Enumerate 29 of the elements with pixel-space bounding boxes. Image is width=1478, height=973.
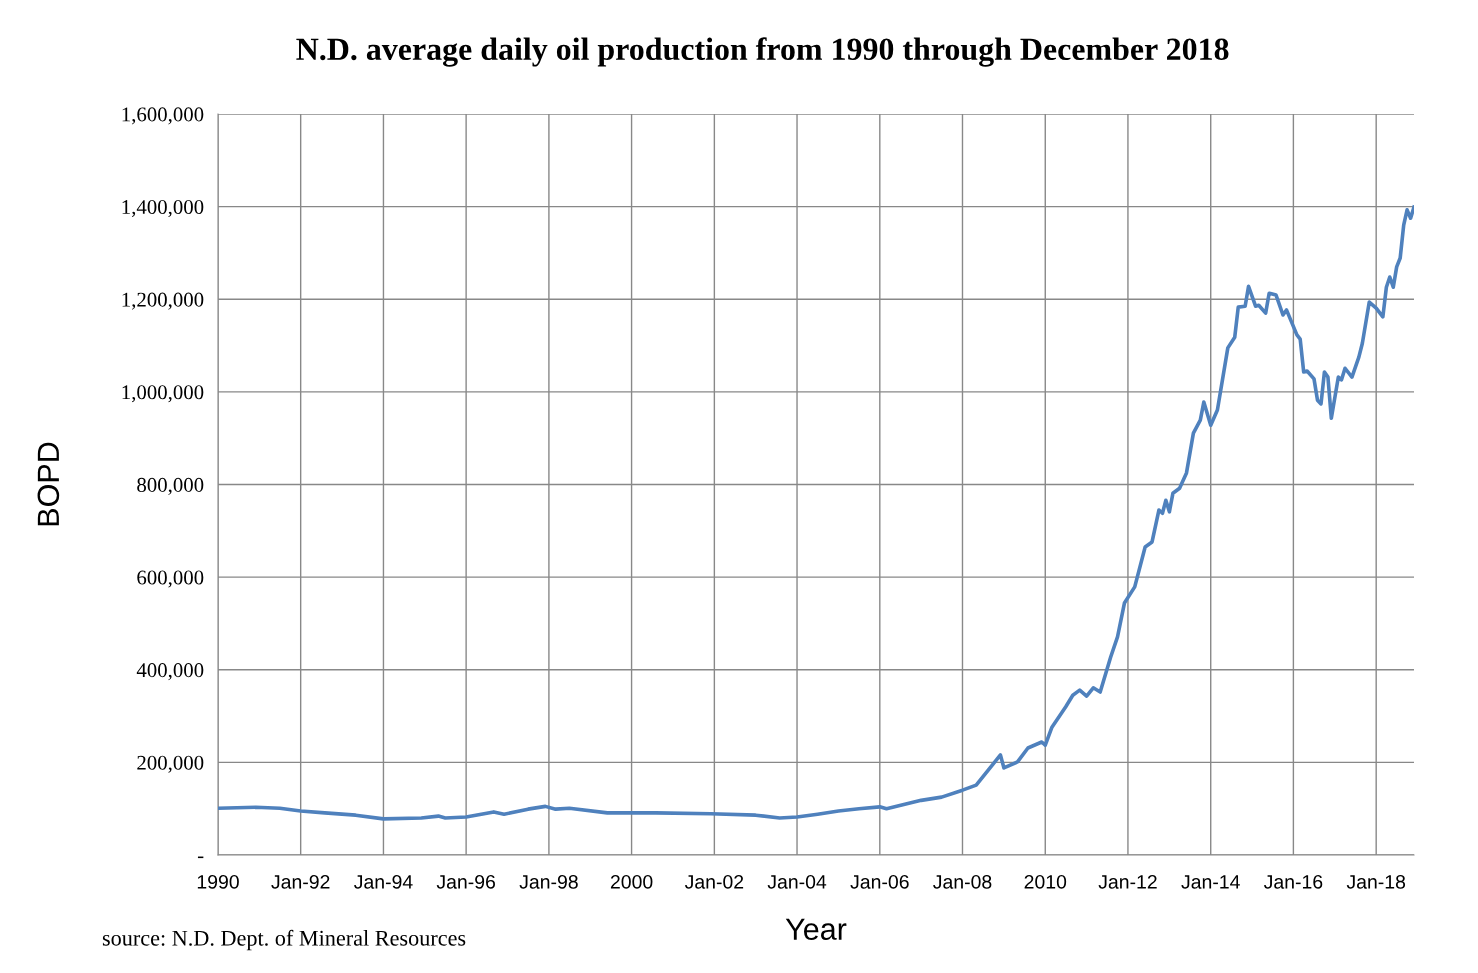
y-tick-label: - [197, 856, 204, 859]
y-tick-label: 800,000 [137, 477, 204, 495]
y-tick-label: 1,600,000 [122, 107, 204, 125]
chart-title: N.D. average daily oil production from 1990 through December 2018 [296, 37, 1229, 67]
y-axis-title: BOPD [37, 442, 60, 526]
line-series [218, 205, 1414, 821]
x-tick-label: Jan-16 [1263, 874, 1323, 889]
y-tick-label: 200,000 [137, 755, 204, 773]
x-axis-title: Year [785, 918, 847, 941]
y-tick-label: 1,200,000 [122, 292, 204, 310]
x-tick-label: 2010 [1024, 874, 1067, 889]
x-tick-label: Jan-02 [684, 874, 744, 889]
y-tick-label: 600,000 [137, 570, 204, 588]
x-tick-label: Jan-08 [933, 874, 992, 889]
x-tick-label: 2000 [610, 874, 653, 889]
x-tick-label: Jan-14 [1181, 875, 1240, 889]
y-tick-label: 400,000 [136, 663, 204, 681]
x-tick-label: Jan-98 [519, 874, 578, 889]
x-tick-label: Jan-04 [767, 874, 827, 889]
x-tick-label: Jan-94 [354, 874, 413, 889]
x-tick-label: Jan-12 [1098, 874, 1157, 889]
y-tick-label: 1,000,000 [122, 385, 204, 403]
source-note: source: N.D. Dept. of Mineral Resources [102, 929, 466, 951]
x-tick-label: Jan-96 [436, 874, 495, 889]
x-tick-label: Jan-92 [271, 874, 330, 889]
y-tick-label: 1,400,000 [122, 200, 204, 218]
x-tick-label: Jan-18 [1346, 874, 1406, 889]
x-tick-label: 1990 [197, 874, 239, 889]
x-tick-label: Jan-06 [850, 874, 909, 889]
